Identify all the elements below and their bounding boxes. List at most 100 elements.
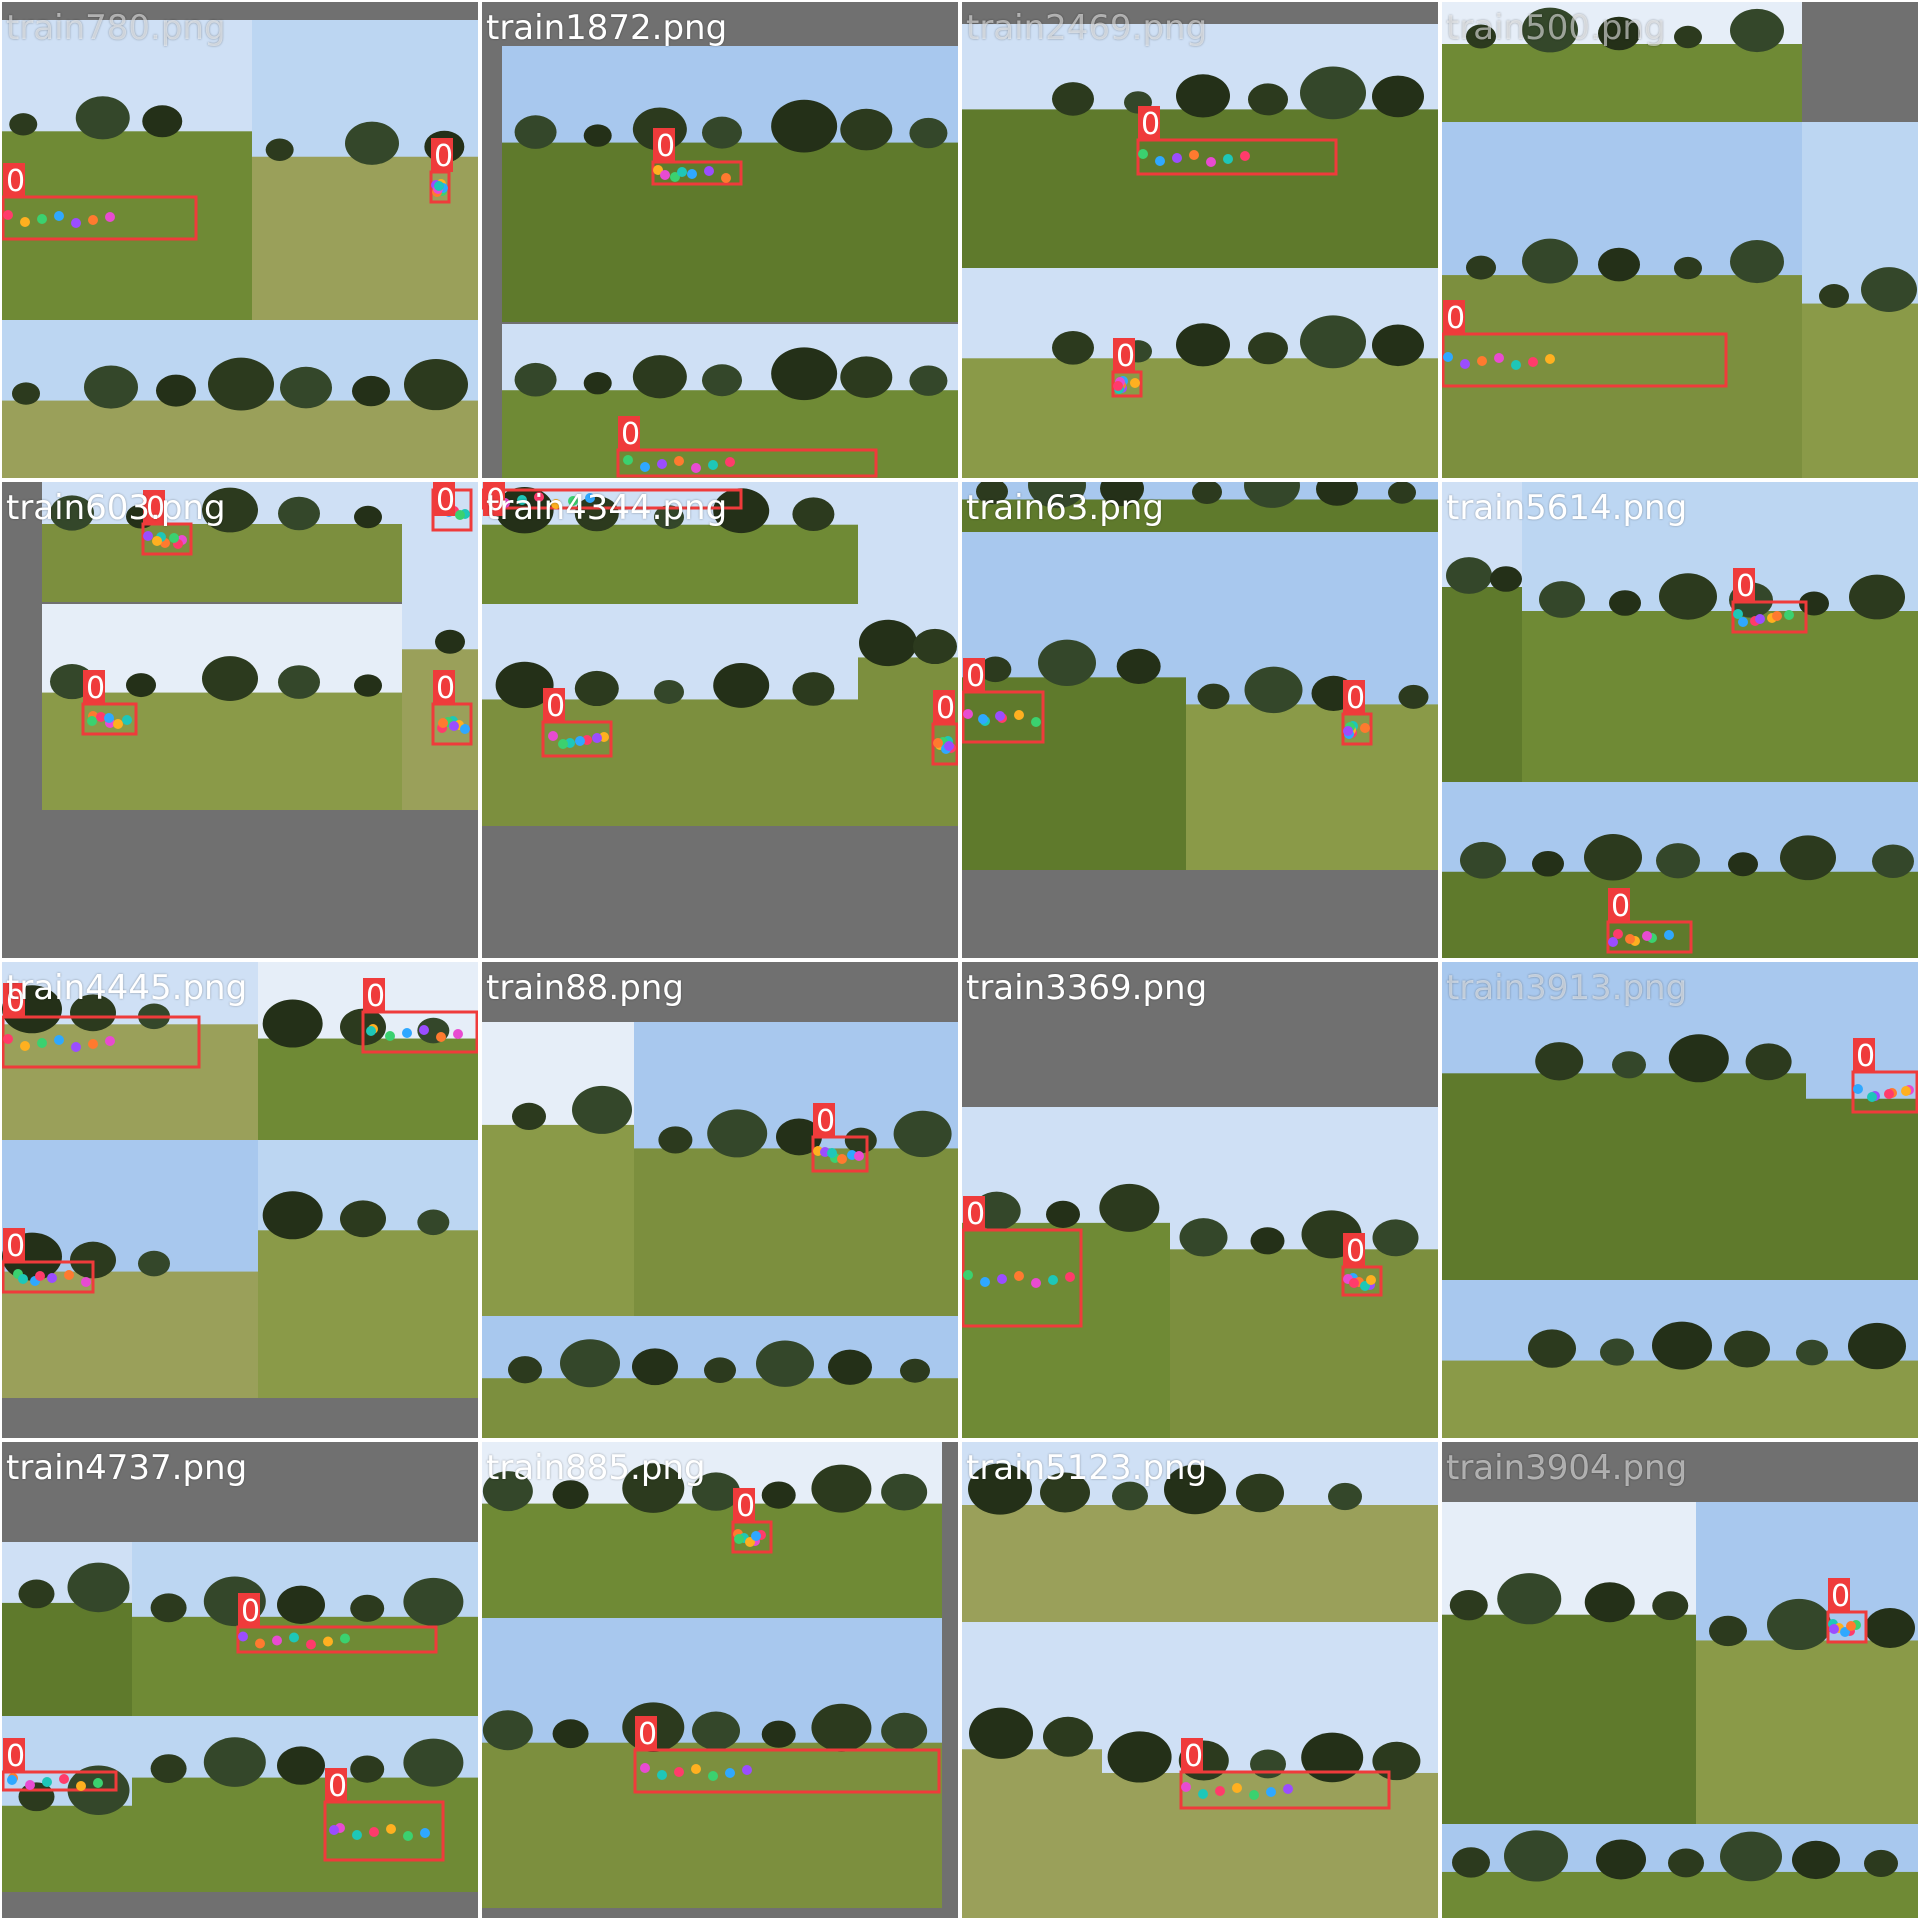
- photo-panel: [252, 20, 478, 338]
- bounding-box: 0: [2, 983, 201, 1069]
- photo-panel: [1442, 1280, 1918, 1438]
- class-label: 0: [546, 689, 565, 724]
- photo-panel: [132, 1716, 478, 1892]
- photo-panel: [1806, 962, 1918, 1280]
- tile-photo: 00: [502, 46, 958, 478]
- photo-panel: [502, 324, 958, 478]
- class-label: 0: [486, 483, 505, 518]
- photo-panel: [962, 482, 1438, 532]
- class-label: 0: [146, 491, 165, 526]
- tile-filename: train3369.png: [966, 968, 1208, 1008]
- tile-filename: train885.png: [486, 1448, 706, 1488]
- mosaic-tile: 0 0 0 train4445.png: [2, 962, 478, 1438]
- class-label: 0: [1831, 1579, 1850, 1614]
- bounding-box: 0: [1826, 1578, 1868, 1644]
- bounding-box: 0: [1606, 888, 1693, 954]
- tile-photo: 0: [1442, 1502, 1918, 1918]
- bounding-box: 0: [1341, 1233, 1383, 1297]
- class-label: 0: [6, 164, 25, 199]
- bounding-box: 0: [811, 1103, 869, 1173]
- mosaic-tile: 0 train5123.png: [962, 1442, 1438, 1918]
- photo-panel: [482, 604, 858, 826]
- class-label: 0: [1116, 339, 1135, 374]
- tile-filename: train2469.png: [966, 8, 1208, 48]
- tile-filename: train4445.png: [6, 968, 248, 1008]
- bounding-box: 0: [1731, 568, 1808, 634]
- bounding-box: 0: [141, 490, 193, 556]
- tile-photo: 00: [962, 482, 1438, 870]
- tile-filename: train1872.png: [486, 8, 728, 48]
- tile-photo: 0: [482, 1022, 958, 1438]
- photo-panel: [1186, 532, 1438, 870]
- tile-filename: train4737.png: [6, 1448, 248, 1488]
- bounding-box: 0: [1111, 338, 1143, 398]
- class-label: 0: [436, 483, 455, 518]
- photo-panel: [962, 1107, 1170, 1438]
- bounding-box: 0: [431, 670, 473, 746]
- bounding-box: 0: [431, 482, 473, 532]
- class-label: 0: [436, 671, 455, 706]
- photo-panel: [634, 1022, 958, 1316]
- class-label: 0: [656, 129, 675, 164]
- photo-panel: [2, 320, 478, 478]
- class-label: 0: [434, 139, 453, 174]
- bounding-box: 0: [1179, 1738, 1391, 1810]
- class-label: 0: [6, 1739, 25, 1774]
- class-label: 0: [736, 1489, 755, 1524]
- class-label: 0: [241, 1594, 260, 1629]
- tile-photo: 0: [1442, 2, 1918, 478]
- mosaic-tile: 0 0 0 train4344.png: [482, 482, 958, 958]
- tile-filename: train5614.png: [1446, 488, 1688, 528]
- bounding-box: 0: [1341, 680, 1373, 746]
- photo-panel: [2, 1542, 132, 1716]
- tile-photo: 00: [962, 24, 1438, 478]
- tile-filename: train603.png: [6, 488, 226, 528]
- mosaic-tile: 0 0 0 train4737.png: [2, 1442, 478, 1918]
- class-label: 0: [638, 1717, 657, 1752]
- photo-panel: [258, 1140, 478, 1398]
- mosaic-tile: 0 0 train780.png: [2, 2, 478, 478]
- bounding-box: 0: [651, 128, 743, 186]
- bounding-box: 0: [616, 416, 878, 478]
- tile-filename: train780.png: [6, 8, 226, 48]
- photo-panel: [1442, 1502, 1696, 1824]
- tile-photo: 0 0 0 0: [42, 482, 478, 810]
- photo-panel: [1442, 482, 1522, 782]
- mosaic-tile: 0 0 train1872.png: [482, 2, 958, 478]
- class-label: 0: [1184, 1739, 1203, 1774]
- photo-panel: [132, 1542, 478, 1716]
- mosaic-tile: 0 train3913.png: [1442, 962, 1918, 1438]
- tile-filename: train3913.png: [1446, 968, 1688, 1008]
- mosaic-tile: 0 0 train2469.png: [962, 2, 1438, 478]
- bounding-box: 0: [962, 1196, 1083, 1328]
- bounding-box: 0: [2, 1738, 118, 1792]
- tile-filename: train88.png: [486, 968, 684, 1008]
- photo-panel: [482, 1618, 942, 1908]
- mosaic-tile: 0 train3904.png: [1442, 1442, 1918, 1918]
- mosaic-tile: 0 0 train3369.png: [962, 962, 1438, 1438]
- class-label: 0: [966, 1197, 985, 1232]
- class-label: 0: [936, 691, 955, 726]
- photo-panel: [2, 20, 252, 338]
- photo-panel: [1102, 1622, 1438, 1918]
- tile-photo: 00: [962, 1107, 1438, 1438]
- mosaic-tile: 0 0 train63.png: [962, 482, 1438, 958]
- tile-photo: 0 0 0: [482, 482, 958, 826]
- bounding-box: 0: [931, 690, 958, 766]
- bounding-box: 0: [962, 658, 1045, 744]
- photo-panel: [962, 532, 1186, 870]
- photo-panel: [1170, 1107, 1438, 1438]
- photo-panel: [2, 1140, 258, 1398]
- photo-panel: [962, 268, 1438, 478]
- photo-panel: [42, 604, 402, 810]
- tile-photo: 00: [2, 20, 478, 478]
- class-label: 0: [1856, 1039, 1875, 1074]
- class-label: 0: [6, 984, 25, 1019]
- photo-panel: [42, 482, 402, 602]
- tile-filename: train5123.png: [966, 1448, 1208, 1488]
- mosaic-tile: 0 0 train885.png: [482, 1442, 958, 1918]
- bounding-box: 0: [81, 670, 138, 736]
- bounding-box: 0: [2, 1228, 95, 1294]
- photo-panel: [1442, 962, 1806, 1280]
